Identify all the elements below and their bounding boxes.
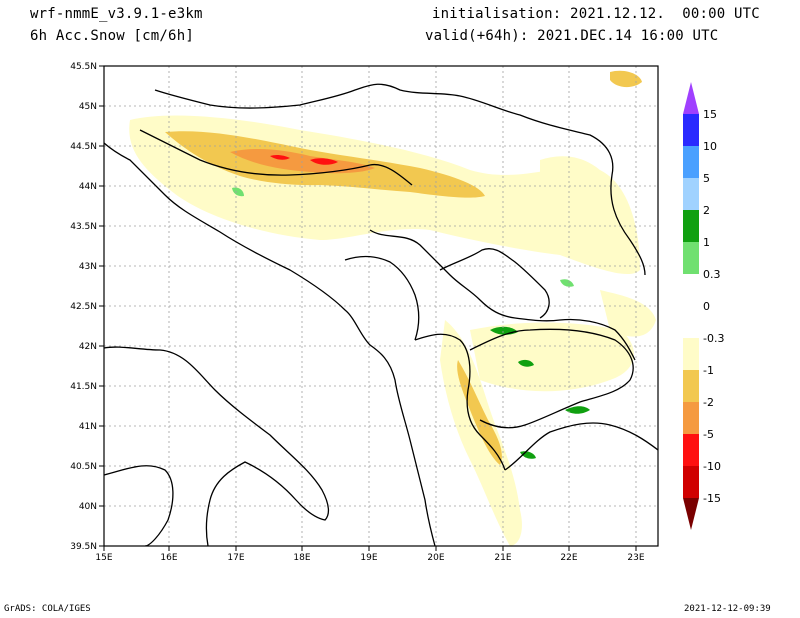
snow-spot-greece-east — [600, 290, 656, 337]
adriatic-east-coast — [104, 142, 436, 546]
colorbar-box-m1 — [683, 370, 699, 402]
bosnia-croatia-border — [139, 129, 413, 186]
greece-border — [504, 422, 658, 471]
initialisation-time: initialisation: 2021.12.12. 00:00 UTC — [432, 6, 760, 22]
colorbar: 15 10 5 2 1 0.3 0 -0.3 -1 -2 -5 -10 -15 — [683, 82, 724, 530]
lon-label: 16E — [160, 553, 177, 563]
lat-labels: 45.5N 45N 44.5N 44N 43.5N 43N 42.5N 42N … — [70, 62, 97, 552]
italy-heel — [104, 465, 174, 546]
colorbar-label: 0.3 — [703, 268, 721, 281]
lat-label: 44.5N — [70, 142, 97, 152]
colorbar-label: -2 — [703, 396, 714, 409]
snow-max-red — [310, 158, 338, 165]
italy-coast — [104, 346, 330, 546]
coastlines-and-borders — [104, 83, 658, 546]
lat-label: 40.5N — [70, 462, 97, 472]
colorbar-label: -1 — [703, 364, 714, 377]
lat-label: 39.5N — [70, 542, 97, 552]
model-name: wrf-nmmE_v3.9.1-e3km — [30, 6, 203, 22]
colorbar-box-5 — [683, 178, 699, 210]
colorbar-label: 15 — [703, 108, 717, 121]
colorbar-box-15 — [683, 114, 699, 146]
colorbar-label: 2 — [703, 204, 710, 217]
lon-label: 21E — [494, 553, 511, 563]
northern-border — [154, 83, 646, 276]
lat-label: 45.5N — [70, 62, 97, 72]
colorbar-box-0 — [683, 306, 699, 338]
axis-ticks — [99, 65, 637, 551]
lat-label: 45N — [79, 102, 97, 112]
lon-label: 23E — [627, 553, 644, 563]
kosovo-border — [439, 248, 550, 319]
colorbar-label: 10 — [703, 140, 717, 153]
field-name: 6h Acc.Snow [cm/6h] — [30, 28, 194, 44]
snow-green-3 — [518, 359, 534, 367]
colorbar-box-m0.3 — [683, 338, 699, 370]
snow-band-orange-2 — [230, 149, 375, 174]
colorbar-label: 5 — [703, 172, 710, 185]
lat-label: 43N — [79, 262, 97, 272]
lat-label: 44N — [79, 182, 97, 192]
snow-band-macedonia — [470, 322, 634, 392]
lon-label: 17E — [227, 553, 244, 563]
montenegro-border — [344, 255, 420, 341]
lat-label: 41N — [79, 422, 97, 432]
serbia-border — [369, 229, 636, 361]
colorbar-label: 0 — [703, 300, 710, 313]
snow-green-2 — [565, 406, 590, 414]
lat-label: 41.5N — [70, 382, 97, 392]
snow-field — [129, 70, 656, 546]
colorbar-box-0.3 — [683, 274, 699, 306]
colorbar-box-2 — [683, 210, 699, 242]
snow-lightgreen-2 — [232, 187, 244, 197]
lon-label: 22E — [560, 553, 577, 563]
lon-labels: 15E 16E 17E 18E 19E 20E 21E 22E 23E — [95, 553, 644, 563]
lon-label: 20E — [427, 553, 444, 563]
snow-spot-ne — [610, 70, 642, 88]
valid-time: valid(+64h): 2021.DEC.14 16:00 UTC — [425, 28, 719, 44]
lon-label: 18E — [293, 553, 310, 563]
macedonia-border — [469, 328, 634, 429]
colorbar-label: -10 — [703, 460, 721, 473]
colorbar-box-m10 — [683, 466, 699, 498]
lat-label: 42.5N — [70, 302, 97, 312]
lat-label: 43.5N — [70, 222, 97, 232]
lat-label: 42N — [79, 342, 97, 352]
lon-label: 15E — [95, 553, 112, 563]
albania-border — [414, 333, 506, 471]
colorbar-bottom-arrow — [683, 498, 699, 530]
colorbar-label: -0.3 — [703, 332, 724, 345]
colorbar-label: -5 — [703, 428, 714, 441]
footer-credit: GrADS: COLA/IGES — [4, 604, 91, 614]
colorbar-box-m2 — [683, 402, 699, 434]
colorbar-top-arrow — [683, 82, 699, 114]
snow-band-east — [540, 156, 619, 255]
snow-lightgreen-1 — [560, 279, 574, 287]
colorbar-box-1 — [683, 242, 699, 274]
footer-timestamp: 2021-12-12-09:39 — [684, 604, 771, 614]
colorbar-box-10 — [683, 146, 699, 178]
lon-label: 19E — [360, 553, 377, 563]
snow-max-red-2 — [270, 154, 290, 160]
colorbar-box-m5 — [683, 434, 699, 466]
lat-label: 40N — [79, 502, 97, 512]
colorbar-label: -15 — [703, 492, 721, 505]
colorbar-label: 1 — [703, 236, 710, 249]
